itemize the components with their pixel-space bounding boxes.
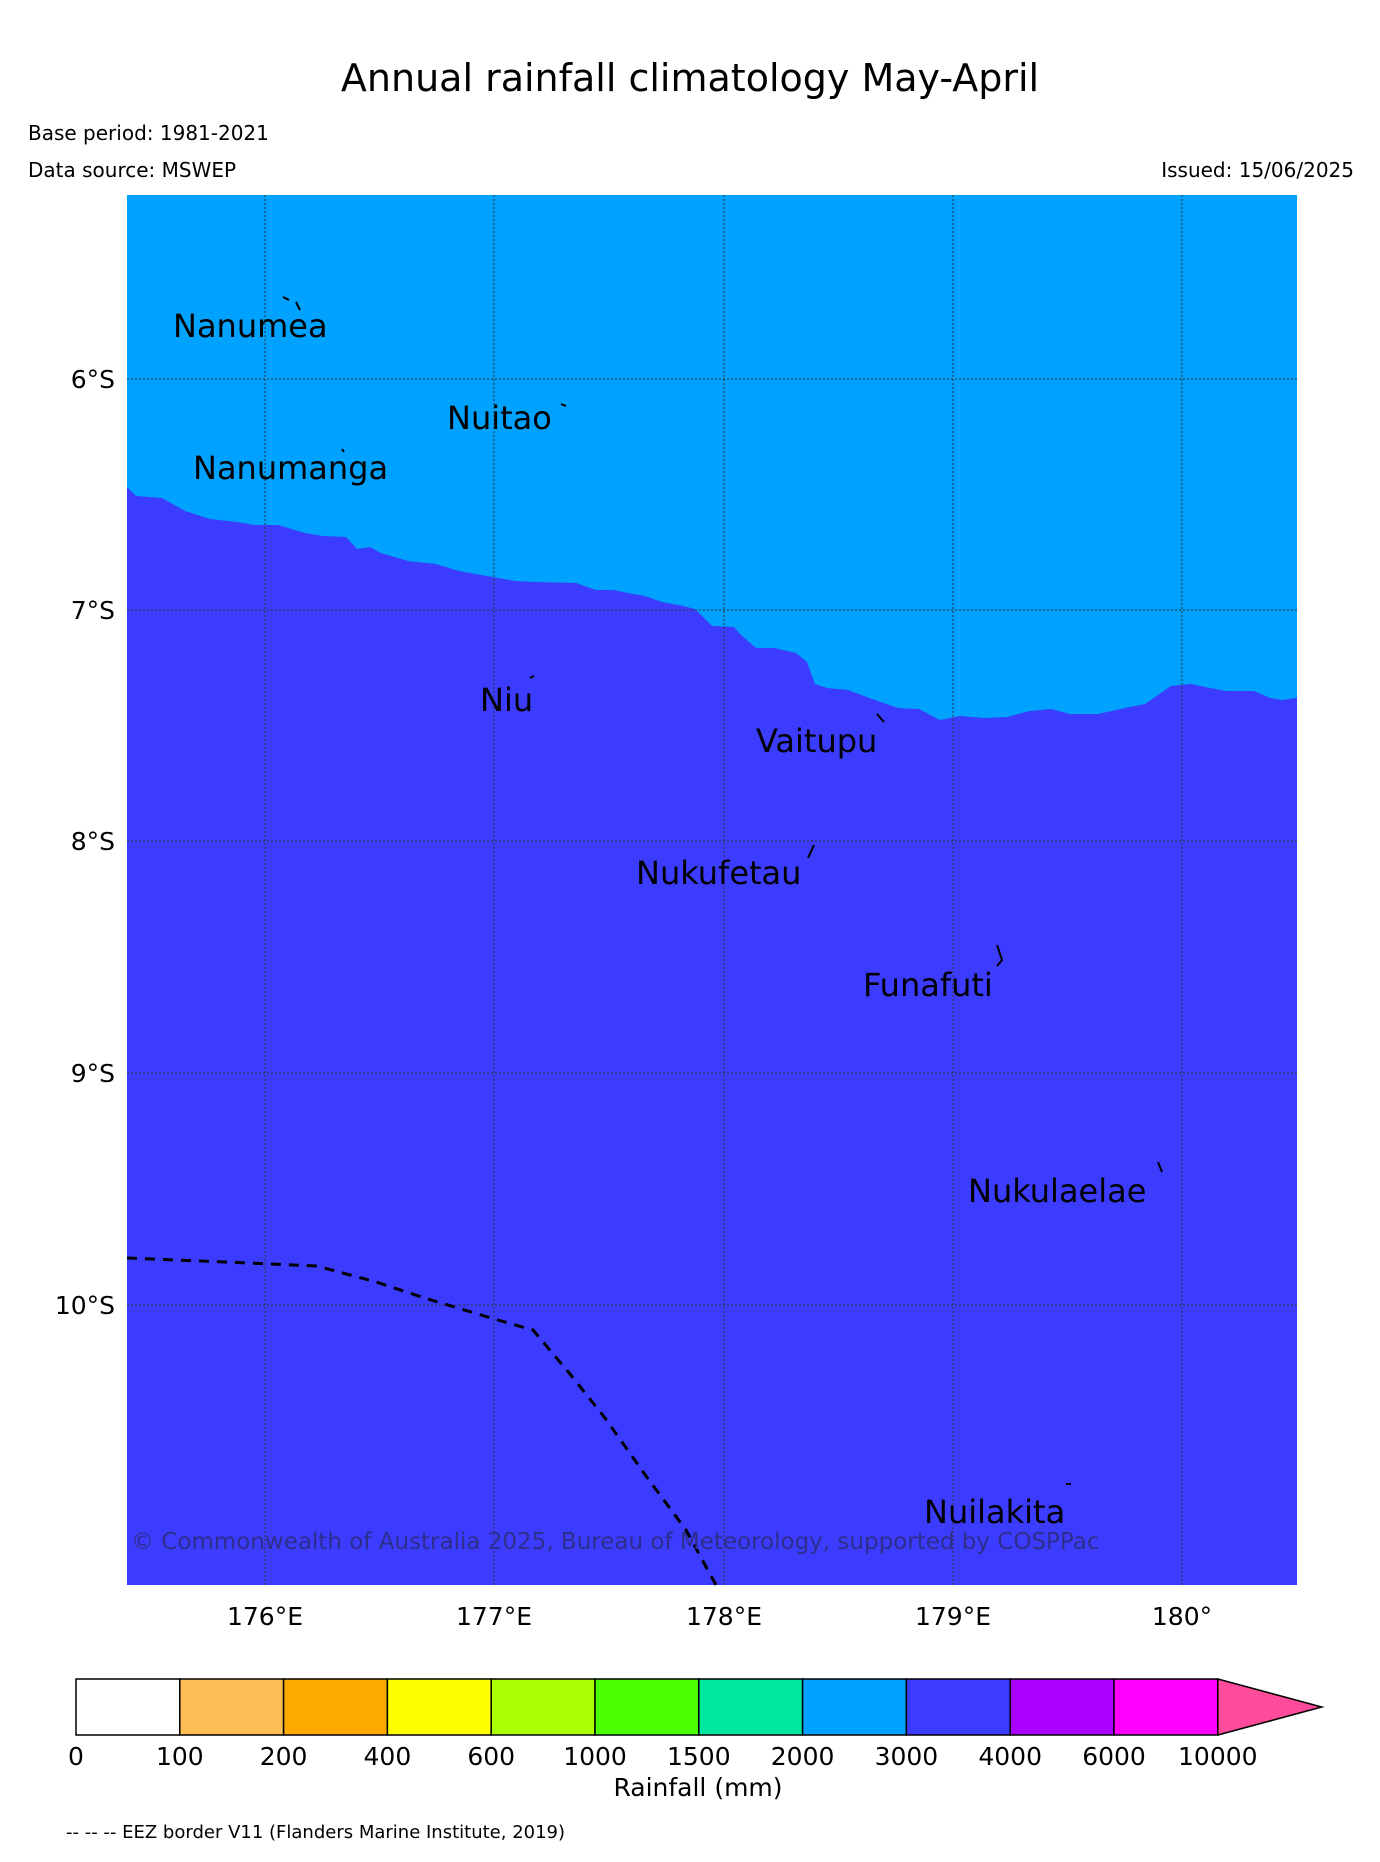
colorbar-tick-label: 0 bbox=[68, 1742, 84, 1771]
copyright-text: © Commonwealth of Australia 2025, Bureau… bbox=[131, 1529, 1100, 1555]
lon-label-177e: 177°E bbox=[456, 1602, 532, 1631]
island-label-nanumea: Nanumea bbox=[173, 307, 328, 345]
colorbar-segment-2000-3000 bbox=[801, 1678, 908, 1736]
nukulaelae-outline bbox=[1157, 1161, 1163, 1173]
island-label-nuilakita: Nuilakita bbox=[924, 1493, 1065, 1531]
colorbar-segment-0-100 bbox=[75, 1678, 181, 1736]
colorbar-segment-4000-6000 bbox=[1009, 1678, 1115, 1736]
colorbar-segment-100-200 bbox=[179, 1678, 285, 1736]
lat-label-6s: 6°S bbox=[71, 365, 115, 394]
colorbar: 0 100 200 400 600 1000 1500 2000 3000 4000 6000 100… bbox=[68, 1678, 1325, 1771]
data-source: Data source: MSWEP bbox=[28, 158, 237, 182]
lon-label-180: 180° bbox=[1152, 1602, 1212, 1631]
eez-footnote: -- -- -- EEZ border V11 (Flanders Marine… bbox=[66, 1822, 566, 1843]
colorbar-segment-1500-2000 bbox=[698, 1678, 804, 1736]
colorbar-tick-label: 3000 bbox=[875, 1742, 939, 1771]
lat-label-10s: 10°S bbox=[55, 1291, 115, 1320]
nanumanga-outline bbox=[341, 448, 345, 453]
colorbar-tick-label: 4000 bbox=[978, 1742, 1042, 1771]
colorbar-segment-600-1000 bbox=[490, 1678, 596, 1736]
nukufetau-outline bbox=[807, 844, 815, 859]
eez-border bbox=[126, 1256, 718, 1586]
colorbar-title: Rainfall (mm) bbox=[613, 1773, 782, 1802]
island-label-vaitupu: Vaitupu bbox=[756, 722, 877, 760]
colorbar-segment-1000-1500 bbox=[594, 1678, 700, 1736]
nuitao-outline bbox=[560, 403, 567, 407]
colorbar-tick-label: 10000 bbox=[1178, 1742, 1258, 1771]
colorbar-extend-arrow bbox=[1217, 1678, 1325, 1736]
lon-label-179e: 179°E bbox=[915, 1602, 991, 1631]
lat-label-7s: 7°S bbox=[71, 596, 115, 625]
island-label-nanumanga: Nanumanga bbox=[193, 449, 388, 487]
rainfall-region-3000-4000 bbox=[127, 487, 1297, 1585]
vaitupu-outline bbox=[876, 713, 885, 723]
island-label-niu: Niu bbox=[480, 681, 533, 719]
colorbar-tick-label: 400 bbox=[364, 1742, 412, 1771]
nanumea-outline bbox=[282, 296, 301, 311]
colorbar-tick-label: 100 bbox=[156, 1742, 204, 1771]
niu-outline bbox=[529, 675, 535, 679]
colorbar-segment-6000-10000 bbox=[1113, 1678, 1219, 1736]
island-label-nukufetau: Nukufetau bbox=[636, 854, 801, 892]
colorbar-tick-label: 6000 bbox=[1082, 1742, 1146, 1771]
colorbar-tick-label: 200 bbox=[260, 1742, 308, 1771]
lon-label-176e: 176°E bbox=[227, 1602, 303, 1631]
colorbar-segment-400-600 bbox=[386, 1678, 492, 1736]
colorbar-segment-200-400 bbox=[282, 1678, 389, 1736]
island-label-nukulaelae: Nukulaelae bbox=[968, 1172, 1146, 1210]
lat-label-8s: 8°S bbox=[71, 827, 115, 856]
colorbar-tick-label: 600 bbox=[467, 1742, 515, 1771]
island-label-funafuti: Funafuti bbox=[863, 966, 993, 1004]
colorbar-segment-3000-4000 bbox=[905, 1678, 1011, 1736]
colorbar-tick-label: 1500 bbox=[667, 1742, 731, 1771]
island-outlines bbox=[282, 296, 1163, 1485]
colorbar-tick-label: 1000 bbox=[563, 1742, 627, 1771]
lat-label-9s: 9°S bbox=[71, 1059, 115, 1088]
graticule bbox=[127, 195, 1297, 1585]
funafuti-outline bbox=[996, 944, 1004, 967]
lon-label-178e: 178°E bbox=[686, 1602, 762, 1631]
island-label-nuitao: Nuitao bbox=[447, 399, 552, 437]
map-title: Annual rainfall climatology May-April bbox=[340, 56, 1040, 100]
base-period: Base period: 1981-2021 bbox=[28, 121, 269, 145]
colorbar-tick-label: 2000 bbox=[771, 1742, 835, 1771]
issued-date: Issued: 15/06/2025 bbox=[1161, 158, 1354, 182]
